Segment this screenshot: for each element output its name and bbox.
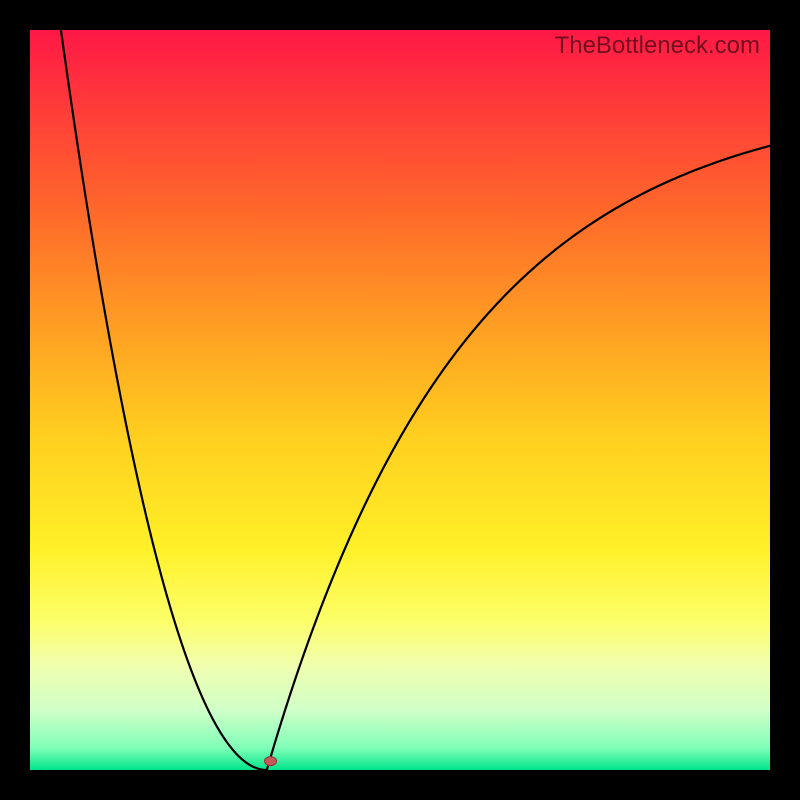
- gradient-background: [30, 30, 770, 770]
- chart-svg: [30, 30, 770, 770]
- optimal-marker: [265, 757, 277, 766]
- plot-area: TheBottleneck.com: [30, 30, 770, 770]
- chart-wrapper: TheBottleneck.com: [0, 0, 800, 800]
- watermark: TheBottleneck.com: [555, 32, 760, 60]
